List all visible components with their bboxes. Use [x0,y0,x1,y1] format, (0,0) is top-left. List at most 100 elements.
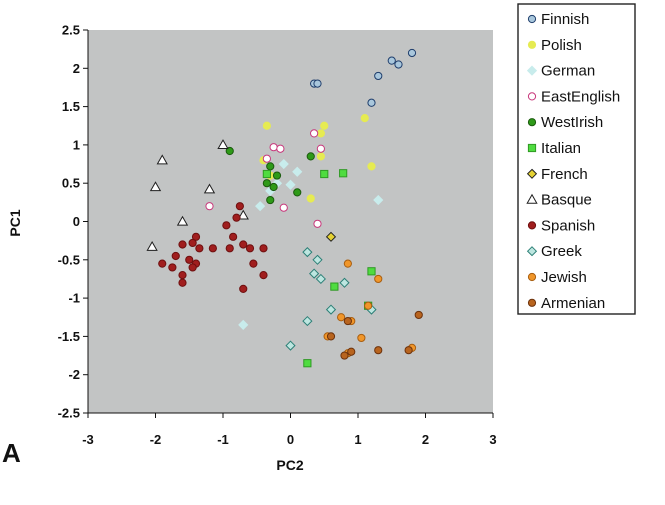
point-greek [339,277,350,288]
y-tick-label: 1 [73,137,80,152]
point-basque [156,154,168,165]
point-greek [285,340,296,351]
y-tick-label: -2.5 [58,406,80,421]
point-spanish [168,263,177,272]
point-german [238,319,249,331]
point-eastenglish [313,219,322,228]
y-tick-label: 1.5 [62,99,80,114]
legend-marker-greek [526,246,538,257]
point-eastenglish [276,144,285,153]
point-armenian [414,310,423,320]
point-jewish [374,274,383,284]
point-eastenglish [205,202,214,211]
point-spanish [249,259,258,268]
point-westirish [272,171,282,180]
legend-label-armenian: Armenian [541,295,605,312]
point-polish [316,152,325,161]
point-jewish [357,333,366,343]
point-finnish [367,98,376,107]
point-italian [367,267,376,276]
x-tick-label: -3 [82,432,94,447]
point-german [278,158,289,170]
point-basque [149,181,162,192]
legend-label-greek: Greek [541,243,582,260]
point-armenian [374,346,383,355]
plot-area [88,30,493,413]
point-italian [320,169,329,179]
point-spanish [191,232,201,241]
point-italian [339,169,348,178]
x-tick-label: 0 [287,432,294,447]
point-jewish [364,301,373,310]
point-westirish [266,162,275,171]
point-spanish [188,263,197,272]
legend-marker-french [526,168,538,179]
legend-marker-finnish [527,14,537,24]
point-polish [316,129,325,138]
point-armenian [404,346,413,355]
y-tick-label: 0 [73,214,80,229]
point-polish [360,113,369,123]
point-finnish [313,79,322,88]
point-westirish [269,182,278,192]
point-finnish [394,60,403,69]
x-tick-label: 2 [422,432,429,447]
point-greek [309,268,320,279]
legend-label-spanish: Spanish [541,217,595,234]
point-german [373,194,384,206]
point-german [255,201,266,212]
point-spanish [188,238,197,248]
point-eastenglish [269,143,278,152]
y-axis: 2.5 2 1.5 1 0.5 0 -0.5 -1 -1.5 -2 -2.5 [58,23,89,421]
point-spanish [232,213,241,222]
panel-label: A [2,438,21,468]
point-jewish [343,259,352,268]
point-polish [262,121,271,130]
point-spanish [195,244,204,253]
point-polish [367,162,376,171]
point-spanish [185,255,194,264]
point-italian [262,169,271,179]
legend-marker-basque [526,193,538,204]
point-greek [325,304,337,315]
legend-label-german: German [541,63,595,80]
point-armenian [340,351,349,360]
point-german [292,166,303,177]
legend-label-finnish: Finnish [541,11,589,28]
point-spanish [239,284,248,294]
data-points [146,48,423,368]
point-italian [330,282,339,291]
point-eastenglish [279,203,288,212]
point-westirish [262,179,271,188]
point-westirish [266,195,275,205]
point-spanish [229,232,238,241]
point-spanish [222,221,231,230]
legend-marker-italian [527,143,537,153]
y-axis-title: PC1 [7,209,23,236]
legend-marker-armenian [527,298,537,307]
point-basque [146,240,158,251]
legend-label-westirish: WestIrish [541,114,603,131]
point-eastenglish [262,154,271,163]
point-spanish [259,271,268,280]
point-german [285,179,296,190]
x-axis: -3 -2 -1 0 1 2 3 [82,412,497,447]
y-tick-label: -2 [68,367,80,382]
point-greek [312,254,323,265]
point-polish [306,194,315,203]
point-spanish [208,244,217,253]
point-spanish [245,244,255,253]
point-basque [217,139,229,149]
point-greek [315,273,326,285]
legend-label-basque: Basque [541,192,592,209]
point-finnish [407,48,417,58]
legend-marker-eastenglish [527,92,537,101]
point-greek [302,247,313,258]
y-tick-label: 2.5 [62,23,80,38]
x-tick-label: -2 [150,432,162,447]
point-spanish [235,202,244,211]
point-eastenglish [310,129,319,138]
x-tick-label: 1 [354,432,361,447]
x-axis-title: PC2 [276,457,303,473]
